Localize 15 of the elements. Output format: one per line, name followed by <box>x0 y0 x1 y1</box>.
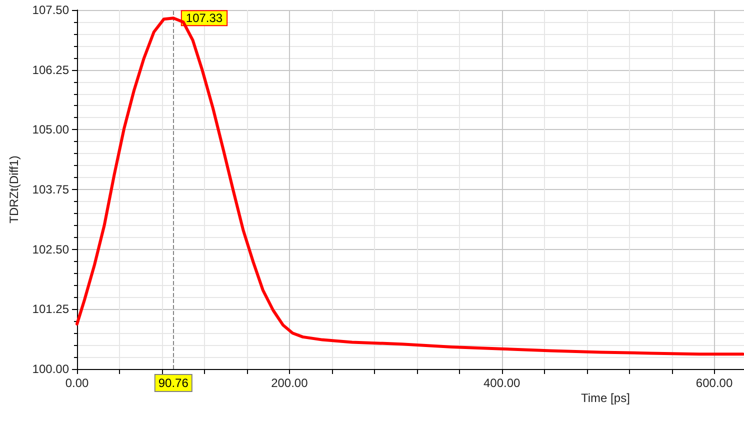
x-tick-label: 0.00 <box>65 376 89 390</box>
y-tick-label: 105.00 <box>32 122 70 137</box>
x-tick-label: 200.00 <box>271 376 308 390</box>
x-tick-label: 400.00 <box>483 376 521 390</box>
x-axis-title: Time [ps] <box>581 391 630 405</box>
y-tick-label: 102.50 <box>32 242 70 256</box>
y-tick-label: 106.25 <box>32 62 70 77</box>
y-tick-label: 103.75 <box>32 182 70 196</box>
annotation: 107.33 <box>186 11 223 26</box>
x-tick-label: 600.00 <box>696 376 733 390</box>
y-axis-title: TDRZt(Diff1) <box>7 156 21 224</box>
y-tick-label: 107.50 <box>32 3 70 17</box>
y-tick-label: 100.00 <box>32 362 70 376</box>
y-tick-label: 101.25 <box>32 302 70 316</box>
ref-line-label: 90.76 <box>158 376 189 390</box>
